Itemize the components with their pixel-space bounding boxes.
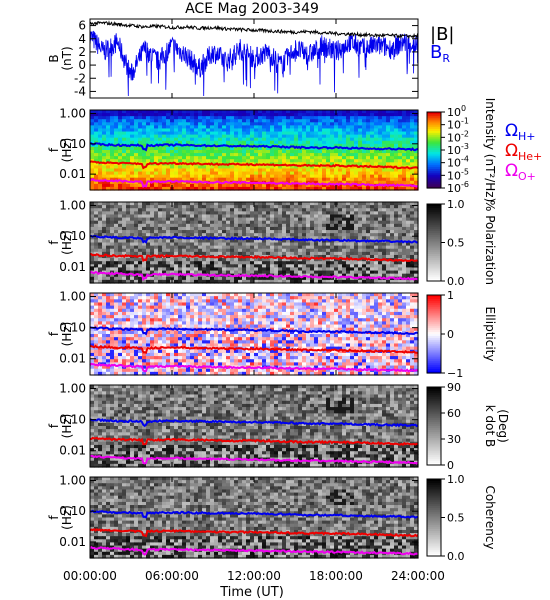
y-axis-label: (Hz) [60, 322, 74, 347]
y-tick-label: 6 [78, 19, 86, 33]
y-tick-label: 0.01 [59, 260, 86, 274]
y-tick-label: -2 [74, 71, 86, 85]
y-tick-label: 1.00 [59, 382, 86, 396]
colorbar-tick-label: 0.5 [447, 512, 465, 525]
colorbar-tick-label: 30 [447, 433, 461, 446]
colorbar-tick-label: 90 [447, 381, 461, 394]
colorbar-label: Intensity (nT²/Hz) [483, 98, 497, 203]
colorbar-2: 1.0 0.5 0.0 % Polarization [427, 198, 497, 288]
colorbar-tick-label: 0.5 [447, 237, 465, 250]
colorbar-3: 1 0 −1 Ellipticity [427, 289, 497, 380]
y-tick-label: 0.01 [59, 167, 86, 181]
y-axis-label: (Hz) [60, 230, 74, 255]
y-tick-label: 1.00 [59, 199, 86, 213]
colorbar-tick-label: −1 [447, 367, 463, 380]
legend-br: BR [430, 42, 450, 65]
y-tick-label: 0.01 [59, 444, 86, 458]
y-tick-label: -4 [74, 84, 86, 98]
colorbar-label: % Polarization [483, 200, 497, 285]
x-tick-label: 12:00:00 [227, 569, 281, 583]
colorbar-tick-label: 0 [447, 459, 454, 472]
y-axis-label: (Hz) [60, 138, 74, 163]
y-tick-label: 0.01 [59, 352, 86, 366]
colorbar-tick-label: 60 [447, 407, 461, 420]
y-tick-label: 1.00 [59, 474, 86, 488]
colorbar-5: 1.0 0.5 0.0 Coherency [427, 473, 497, 563]
y-tick-label: 1.00 [59, 290, 86, 304]
y-tick-label: 0.01 [59, 535, 86, 549]
colorbar-tick-label: 0.0 [447, 550, 465, 563]
x-tick-label: 24:00:00 [391, 569, 445, 583]
spectrogram-1 [90, 110, 419, 191]
colorbar-label: k dot B [483, 405, 497, 447]
colorbar-tick-label: 1.0 [447, 473, 465, 486]
colorbar-tick-label: 10-6 [447, 180, 469, 195]
y-tick-label: 4 [78, 32, 86, 46]
x-tick-label: 00:00:00 [63, 569, 117, 583]
spectrogram-4 [90, 385, 419, 468]
x-axis-label: Time (UT) [219, 585, 284, 600]
spectrogram-3 [90, 293, 419, 376]
colorbar-tick-label: 1 [447, 289, 454, 302]
legend-gyrofrequency: ΩO+ [505, 161, 536, 183]
colorbar-4: 90 60 30 0 k dot B (Deg) [427, 381, 510, 472]
y-axis-label: (Hz) [60, 505, 74, 530]
spectrogram-2 [90, 202, 419, 284]
y-axis-label: (nT) [60, 46, 74, 70]
colorbar-tick-label: 1.0 [447, 198, 465, 211]
colorbar-label: (Deg) [496, 409, 510, 443]
x-tick-label: 06:00:00 [145, 569, 199, 583]
y-axis-label: (Hz) [60, 414, 74, 439]
y-tick-label: 2 [78, 45, 86, 59]
y-axis-label: B [47, 54, 61, 62]
y-tick-label: 1.00 [59, 106, 86, 120]
legend-gyrofrequency: ΩHe+ [505, 141, 542, 163]
colorbar-label: Ellipticity [483, 307, 497, 362]
y-tick-label: 0 [78, 58, 86, 72]
colorbar-label: Coherency [483, 485, 497, 549]
legend-gyrofrequency: ΩH+ [505, 121, 536, 143]
chart-title: ACE Mag 2003-349 [185, 1, 319, 17]
colorbar-tick-label: 0.0 [447, 275, 465, 288]
spectrogram-5 [90, 477, 419, 559]
x-tick-label: 18:00:00 [309, 569, 363, 583]
colorbar-tick-label: 0 [447, 328, 454, 341]
